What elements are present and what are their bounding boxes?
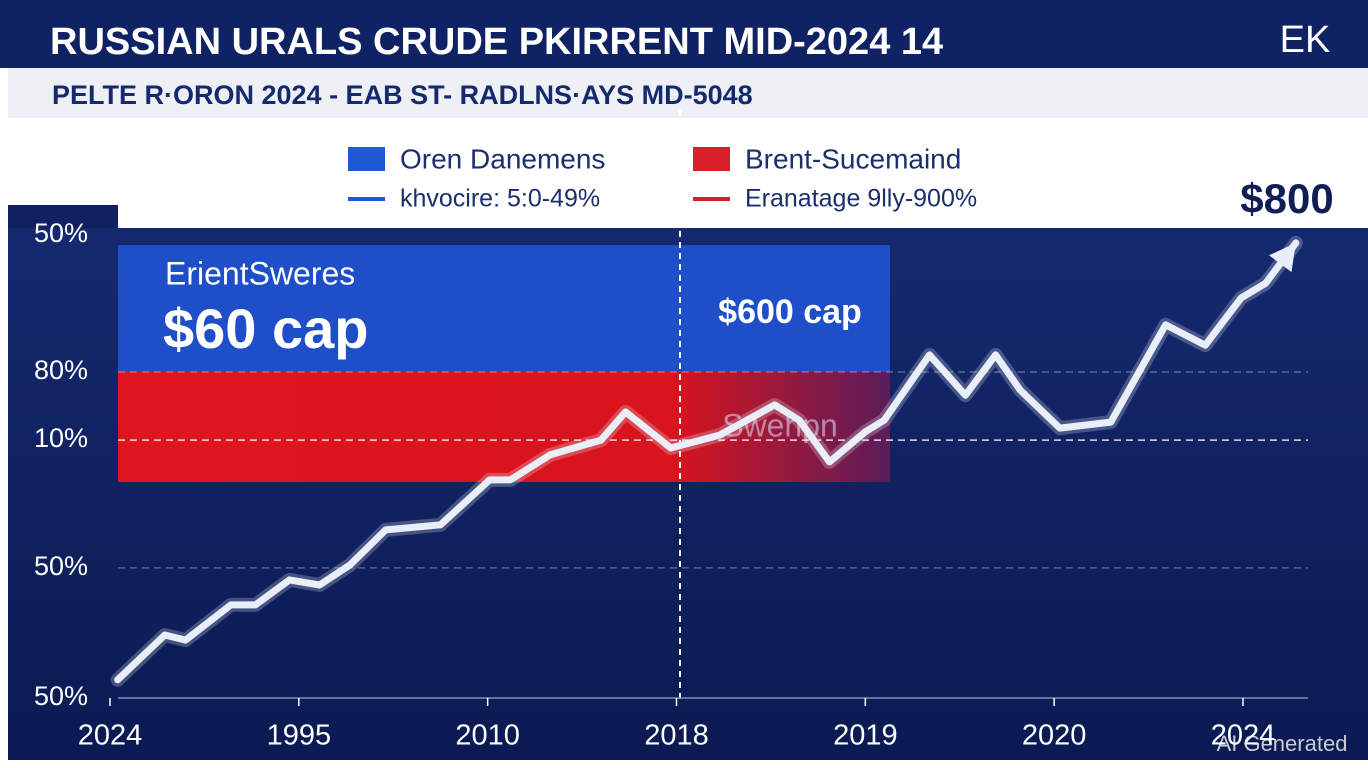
subtitle-banner — [8, 68, 1368, 118]
legend-swatch — [348, 147, 385, 171]
y-tick-label: 80% — [34, 355, 88, 385]
cap-band-upper — [118, 245, 890, 372]
legend-line — [693, 197, 730, 201]
title-banner — [0, 0, 1368, 68]
chart-subtitle: PELTE R·ORON 2024 - EAB ST- RADLNS·AYS M… — [52, 80, 753, 110]
arrow-head — [1269, 242, 1296, 273]
band-cap: $60 cap — [163, 297, 369, 360]
legend-line — [348, 197, 385, 201]
y-tick-label: 50% — [34, 218, 88, 248]
y-tick-label: 50% — [34, 551, 88, 581]
band-title: ErientSweres — [165, 255, 355, 291]
y-tick-label: 10% — [34, 423, 88, 453]
y-tick-label: 50% — [34, 681, 88, 711]
legend-label: Brent-Sucemaind — [745, 143, 961, 174]
end-value: $800 — [1240, 175, 1333, 222]
x-tick-label: 2024 — [78, 720, 143, 752]
legend-swatch — [693, 147, 730, 171]
legend-note: Eranatage 9lly-900% — [745, 185, 977, 213]
x-tick-label: 2010 — [455, 720, 520, 752]
band-cap-right: $600 cap — [718, 293, 862, 331]
x-tick-label: 2019 — [833, 720, 898, 752]
watermark: AI Generated — [1217, 731, 1348, 756]
cap-band-lower — [118, 372, 890, 482]
series-line — [114, 239, 1300, 684]
legend-note: khvocire: 5:0-49% — [400, 185, 600, 213]
x-tick-label: 1995 — [267, 720, 332, 752]
logo: EK — [1280, 19, 1331, 61]
x-tick-label: 2024 — [1211, 720, 1276, 752]
x-tick-label: 2018 — [644, 720, 709, 752]
x-tick-label: 2020 — [1022, 720, 1087, 752]
chart-title: RUSSIAN URALS CRUDE PKIRRENT MID-2024 14 — [50, 21, 943, 63]
legend-label: Oren Danemens — [400, 143, 605, 174]
